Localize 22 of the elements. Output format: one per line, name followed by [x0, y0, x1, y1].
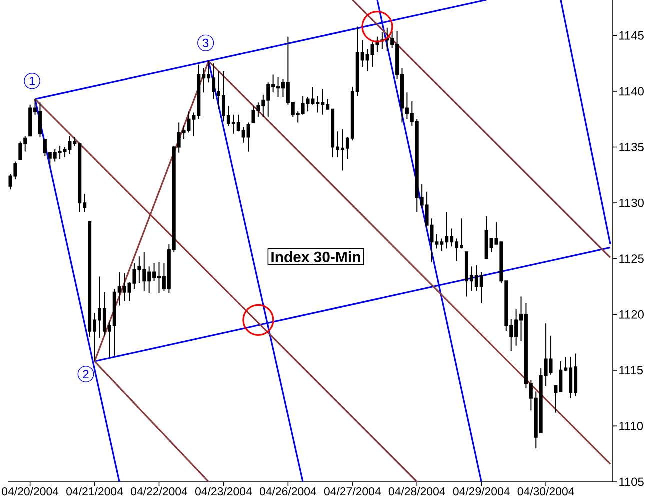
y-tick-label: 1105 — [620, 478, 644, 486]
x-tick-label: 04/28/2004 — [388, 487, 446, 496]
y-tick-label: 1110 — [620, 422, 644, 430]
y-tick-label: 1135 — [620, 143, 644, 152]
annotation: 1 — [30, 77, 36, 86]
x-tick-label: 04/30/2004 — [518, 487, 574, 496]
x-tick-label: 04/21/2004 — [66, 487, 124, 496]
x-tick-label: 04/29/2004 — [453, 487, 510, 496]
y-tick-label: 1140 — [620, 87, 644, 96]
text: Index 30-Min — [272, 251, 360, 262]
y-tick-label: 1130 — [620, 198, 644, 208]
annotation: 3 — [202, 38, 209, 48]
x-tick-label: 04/23/2004 — [196, 487, 252, 496]
y-tick-label: 1115 — [620, 366, 644, 375]
annotation: 2 — [83, 370, 89, 378]
y-tick-label: 1120 — [620, 310, 644, 319]
x-tick-label: 04/26/2004 — [260, 487, 317, 496]
x-tick-label: 04/27/2004 — [324, 487, 381, 496]
x-tick-label: 04/20/2004 — [2, 487, 59, 496]
y-tick-label: 1145 — [620, 32, 644, 40]
x-tick-label: 04/22/2004 — [131, 487, 188, 496]
y-tick-label: 1125 — [620, 254, 644, 264]
